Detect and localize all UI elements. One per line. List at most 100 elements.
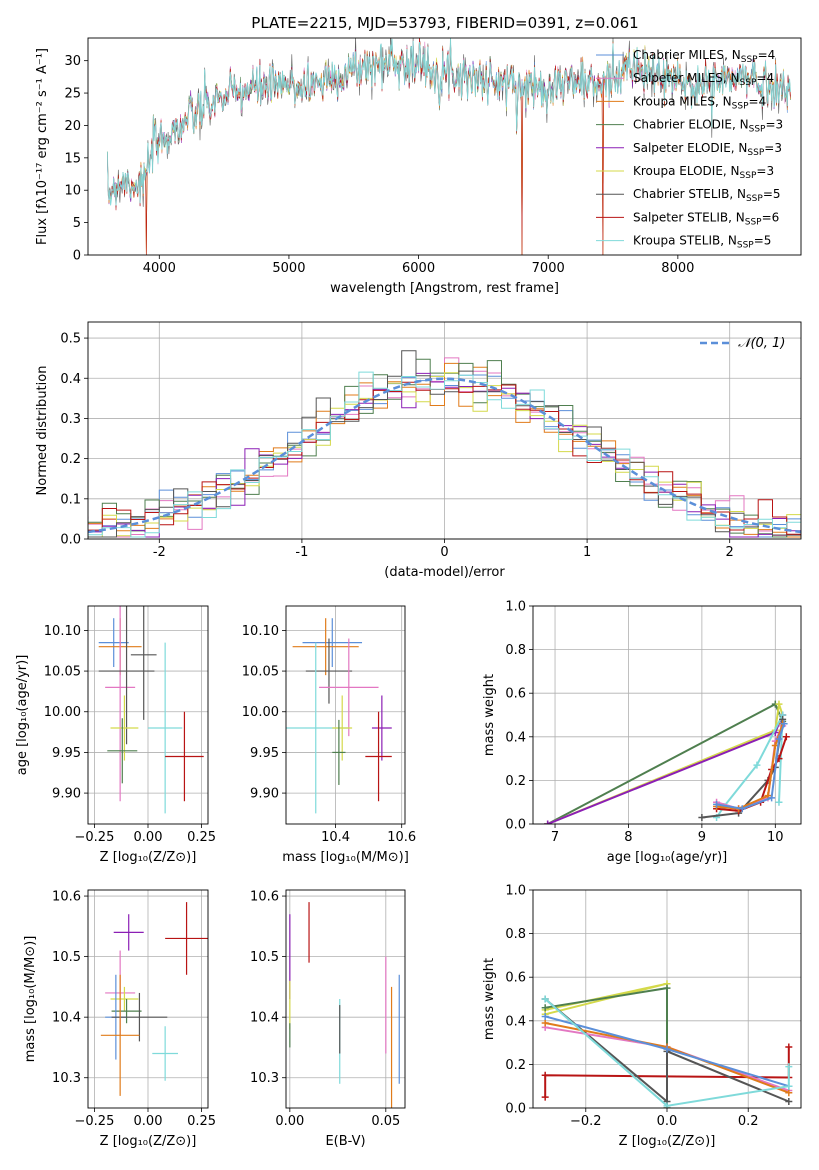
y-tick-label: 10.10 xyxy=(242,624,279,639)
x-tick-label: 5000 xyxy=(272,261,305,276)
plot-area-age_vs_mass xyxy=(286,618,392,814)
y-tick-label: 1.0 xyxy=(505,884,526,899)
panel-residuals: -2 -1 0 1 2 0.0 0.1 0.2 0.3 0.4 0.5 (data-model)/er… xyxy=(35,321,802,580)
weight-line-salpeter_stelib xyxy=(716,736,788,812)
plot-area-mass_vs_Z xyxy=(100,902,208,1096)
x-tick-label: 10.4 xyxy=(321,830,350,845)
x-tick-label: -1 xyxy=(295,545,308,560)
y-tick-label: 9.95 xyxy=(250,746,279,761)
legend-text: Salpeter STELIB, N xyxy=(633,210,745,224)
axes-frame xyxy=(532,605,802,825)
panel-weight_vs_age: 7 8 9 10 0.0 0.2 0.4 0.6 0.8 1.0 age [log₁₀(age/yr… xyxy=(482,600,802,865)
legend-value: =3 xyxy=(756,164,774,178)
weight-marker-chabrier_elodie xyxy=(541,1004,549,1012)
x-axis-label: Z [log₁₀(Z/Z⊙)] xyxy=(619,1134,716,1149)
axes-frame xyxy=(87,605,209,825)
legend-subscript: SSP xyxy=(749,125,766,135)
x-tick-label: −0.25 xyxy=(75,830,115,845)
plot-area-weight_vs_Z xyxy=(541,980,793,1108)
y-tick-label: 10.6 xyxy=(250,890,279,905)
weight-marker-salpeter_stelib xyxy=(541,1093,549,1101)
x-tick-label: 0.00 xyxy=(275,1114,304,1129)
weight-marker-kroupa_miles xyxy=(785,1089,793,1097)
weight-marker-chabrier_miles xyxy=(663,1045,671,1053)
y-tick-label: 10.05 xyxy=(242,665,279,680)
legend-subscript: SSP xyxy=(740,78,757,88)
y-axis-label: mass [log₁₀(M/M⊙)] xyxy=(23,936,38,1063)
legend-text: Chabrier ELODIE, N xyxy=(633,118,749,132)
x-tick-label: 8000 xyxy=(661,261,694,276)
y-tick-label: 0.4 xyxy=(60,372,81,387)
axes-frame xyxy=(87,321,802,540)
y-tick-label: 9.90 xyxy=(250,787,279,802)
weight-marker-chabrier_miles xyxy=(775,735,783,743)
axes-frame xyxy=(87,37,802,256)
legend-label: Kroupa ELODIE, NSSP=3 xyxy=(633,164,774,181)
legend-label: Salpeter MILES, NSSP=4 xyxy=(633,71,774,88)
legend-label: Chabrier MILES, NSSP=4 xyxy=(633,48,775,65)
legend-subscript: SSP xyxy=(737,241,754,251)
y-tick-label: 9.90 xyxy=(52,787,81,802)
chart-title: PLATE=2215, MJD=53793, FIBERID=0391, z=0… xyxy=(251,14,638,32)
legend-label: Salpeter STELIB, NSSP=6 xyxy=(633,210,779,227)
legend-value: =4 xyxy=(756,71,774,85)
y-tick-label: 10.05 xyxy=(44,665,81,680)
x-tick-label: 0.25 xyxy=(187,1114,216,1129)
y-tick-label: 10.3 xyxy=(52,1071,81,1086)
legend-label: Kroupa MILES, NSSP=4 xyxy=(633,94,766,111)
x-tick-label: −0.2 xyxy=(570,1114,602,1129)
legend-value: =6 xyxy=(762,210,780,224)
weight-marker-chabrier_elodie xyxy=(663,984,671,992)
x-tick-label: 0.25 xyxy=(187,830,216,845)
y-tick-label: 5 xyxy=(73,216,81,231)
x-tick-label: 7000 xyxy=(532,261,565,276)
panel-mass_vs_Z: −0.25 0.00 0.25 10.3 10.4 10.5 10.6 Z [log₁₀(Z/… xyxy=(23,889,216,1149)
panel-age_vs_Z: −0.25 0.00 0.25 9.90 9.95 10.00 10.05 10.10 Z [l… xyxy=(15,605,216,865)
panel-mass_vs_ebv: 0.00 0.05 10.3 10.4 10.5 10.6 E(B-V) xyxy=(250,889,406,1149)
legend-label: Chabrier STELIB, NSSP=5 xyxy=(633,187,781,204)
weight-marker-kroupa_stelib xyxy=(753,761,761,769)
normal-curve xyxy=(88,377,801,534)
y-tick-label: 10.4 xyxy=(52,1011,81,1026)
y-tick-label: 0.8 xyxy=(505,643,526,658)
weight-marker-salpeter_stelib xyxy=(785,1043,793,1051)
y-tick-label: 30 xyxy=(64,54,81,69)
y-tick-label: 15 xyxy=(64,151,81,166)
legend-subscript: SSP xyxy=(746,194,763,204)
axes-frame xyxy=(87,889,209,1109)
weight-marker-chabrier_miles xyxy=(713,800,721,808)
weight-marker-kroupa_miles xyxy=(541,1019,549,1027)
legend-value: =4 xyxy=(749,94,767,108)
x-tick-label: 0.00 xyxy=(134,1114,163,1129)
y-tick-label: 0.5 xyxy=(60,332,81,347)
y-axis-label: Normed distribution xyxy=(35,366,50,496)
x-tick-label: 10 xyxy=(767,830,784,845)
y-tick-label: 9.95 xyxy=(52,746,81,761)
weight-marker-kroupa_stelib xyxy=(785,1063,793,1071)
y-tick-label: 0.6 xyxy=(505,971,526,986)
weight-marker-chabrier_miles xyxy=(738,805,746,813)
legend-subscript: SSP xyxy=(745,217,762,227)
plot-area-residuals xyxy=(88,350,801,538)
legend-label: Chabrier ELODIE, NSSP=3 xyxy=(633,118,783,135)
axes-frame xyxy=(285,605,406,825)
y-tick-label: 1.0 xyxy=(505,600,526,615)
histogram-kroupa_stelib xyxy=(88,371,801,538)
legend-subscript: SSP xyxy=(732,101,749,111)
legend-text: Kroupa MILES, N xyxy=(633,94,732,108)
x-tick-label: 10.6 xyxy=(387,830,416,845)
weight-line-chabrier_stelib xyxy=(544,998,790,1104)
y-axis-label: Flux [fλ10⁻¹⁷ erg cm⁻² s⁻¹ A⁻¹] xyxy=(35,48,50,245)
legend-subscript: SSP xyxy=(741,55,758,65)
weight-marker-chabrier_miles xyxy=(541,1012,549,1020)
y-tick-label: 0.2 xyxy=(60,452,81,467)
y-tick-label: 0.0 xyxy=(60,533,81,548)
weight-marker-salpeter_elodie xyxy=(544,820,552,824)
x-tick-label: 0 xyxy=(440,545,448,560)
spectrum-line-kroupa_stelib xyxy=(106,38,791,206)
plot-area-spectrum xyxy=(106,38,791,255)
weight-marker-kroupa_elodie xyxy=(775,700,783,708)
y-tick-label: 10 xyxy=(64,184,81,199)
y-tick-label: 0 xyxy=(73,249,81,264)
